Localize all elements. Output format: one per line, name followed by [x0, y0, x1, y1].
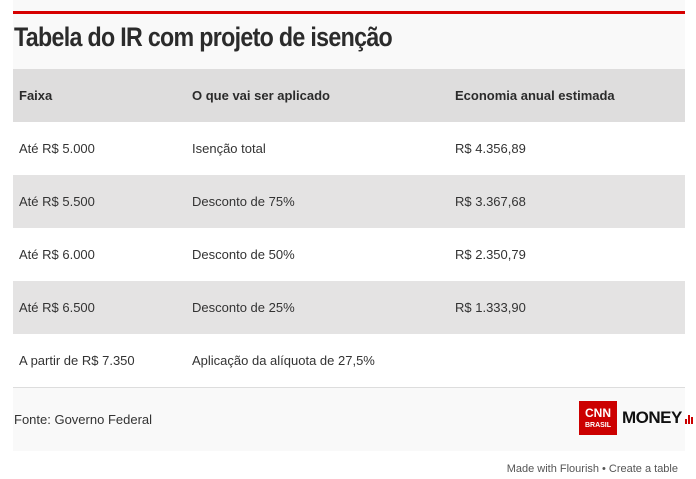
header-aplicado: O que vai ser aplicado — [186, 69, 449, 122]
cnn-brasil-logo: CNN BRASIL — [579, 401, 617, 435]
logo-cnn-text: CNN — [585, 406, 611, 420]
cell: Aplicação da alíquota de 27,5% — [186, 334, 449, 388]
cell: R$ 1.333,90 — [449, 281, 685, 334]
table-row: A partir de R$ 7.350 Aplicação da alíquot… — [13, 334, 685, 388]
logo-money-text: MONEY — [622, 408, 682, 427]
table-row: Até R$ 5.000 Isenção total R$ 4.356,89 — [13, 122, 685, 175]
cell: Desconto de 50% — [186, 228, 449, 281]
cell: A partir de R$ 7.350 — [13, 334, 186, 388]
header-faixa: Faixa — [13, 69, 186, 122]
cell: Até R$ 5.500 — [13, 175, 186, 228]
made-with-flourish-link[interactable]: Made with Flourish — [506, 463, 600, 475]
cell: R$ 3.367,68 — [449, 175, 685, 228]
cell: R$ 4.356,89 — [449, 122, 685, 175]
cell: Até R$ 6.500 — [13, 281, 186, 334]
cell: Até R$ 5.000 — [13, 122, 186, 175]
cell — [449, 334, 685, 388]
cell: Isenção total — [186, 122, 449, 175]
create-table-link[interactable]: Create a table — [608, 463, 678, 475]
table-title: Tabela do IR com projeto de isenção — [14, 22, 393, 52]
source-note: Fonte: Governo Federal — [14, 412, 153, 427]
table-row: Até R$ 6.500 Desconto de 25% R$ 1.333,90 — [13, 281, 685, 334]
separator: • — [602, 463, 606, 475]
flourish-footer: Made with Flourish • Create a table — [507, 463, 678, 475]
cell: Desconto de 25% — [186, 281, 449, 334]
cell: Até R$ 6.000 — [13, 228, 186, 281]
cell: Desconto de 75% — [186, 175, 449, 228]
accent-line — [13, 11, 685, 14]
header-economia: Economia anual estimada — [449, 69, 685, 122]
cnn-money-logo: CNN BRASIL MONEY — [579, 401, 693, 435]
logo-brasil-text: BRASIL — [584, 422, 612, 429]
cell: R$ 2.350,79 — [449, 228, 685, 281]
header-row: Faixa O que vai ser aplicado Economia an… — [13, 69, 685, 122]
data-table: Faixa O que vai ser aplicado Economia an… — [13, 69, 685, 388]
table-row: Até R$ 5.500 Desconto de 75% R$ 3.367,68 — [13, 175, 685, 228]
flourish-table: Tabela do IR com projeto de isenção Faix… — [13, 0, 693, 451]
bar-chart-icon — [684, 412, 693, 424]
table-row: Até R$ 6.000 Desconto de 50% R$ 2.350,79 — [13, 228, 685, 281]
